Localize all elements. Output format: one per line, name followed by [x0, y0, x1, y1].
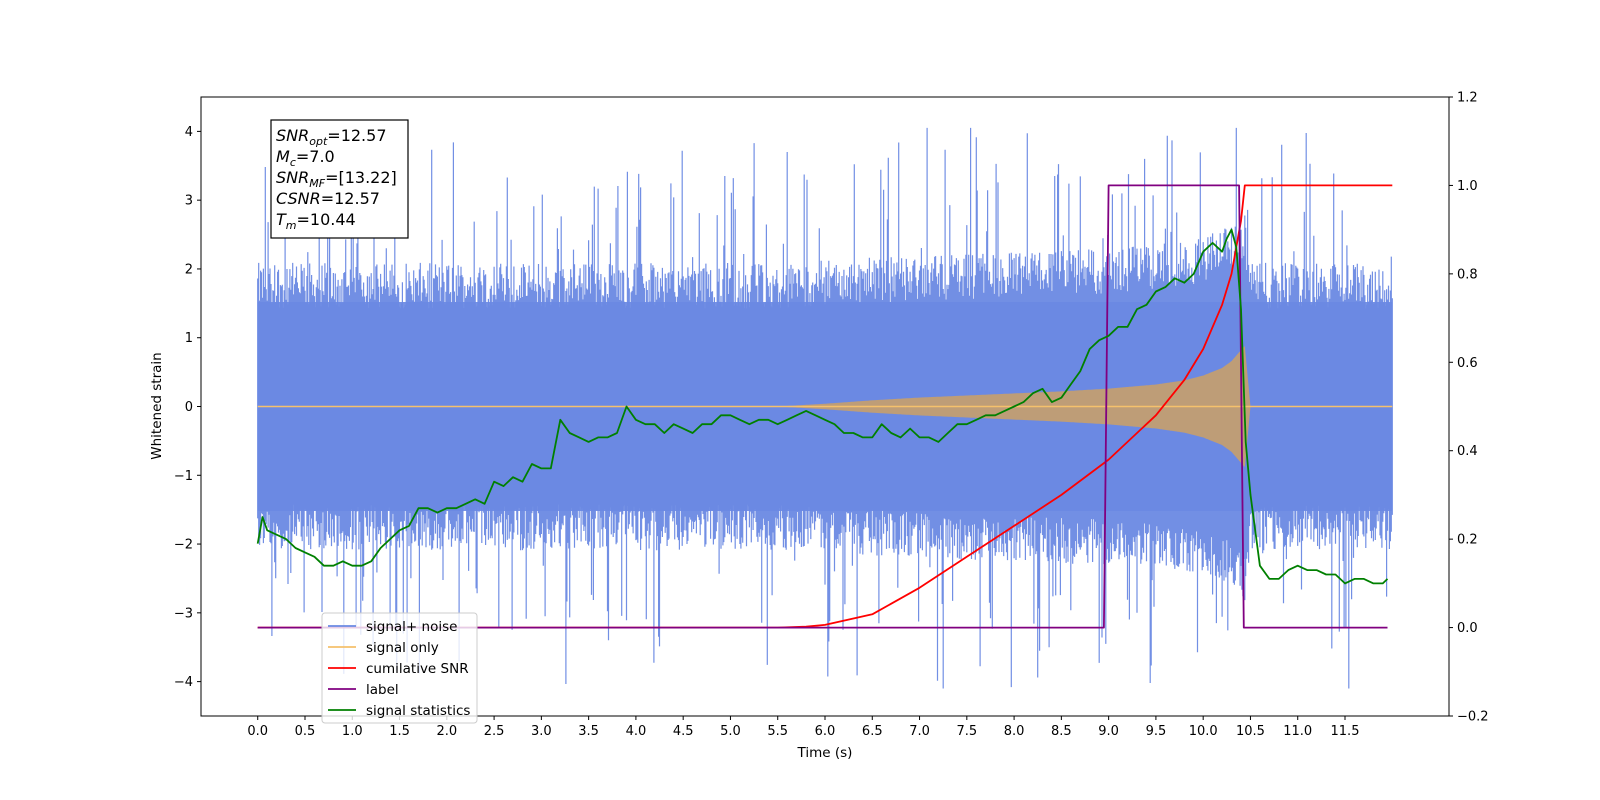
y-tick-label: 3	[185, 194, 193, 209]
x-tick-label: 11.0	[1283, 724, 1312, 739]
y-tick-label: 1	[185, 331, 193, 346]
y2-tick-label: −0.2	[1457, 710, 1489, 725]
x-tick-label: 3.0	[531, 724, 552, 739]
y-axis-label: Whitened strain	[149, 352, 165, 459]
x-tick-label: 2.5	[484, 724, 505, 739]
x-tick-label: 3.5	[578, 724, 599, 739]
y2-tick-label: 1.2	[1457, 91, 1478, 106]
y2-tick-label: 1.0	[1457, 179, 1478, 194]
annotation-line: SNRopt=12.57	[276, 126, 387, 148]
x-tick-label: 11.5	[1331, 724, 1360, 739]
x-tick-label: 1.5	[389, 724, 410, 739]
series-signal-statistics	[256, 228, 1389, 585]
series-cumilative-snr	[257, 184, 1393, 629]
x-tick-label: 7.0	[909, 724, 930, 739]
x-tick-label: 8.5	[1051, 724, 1072, 739]
legend-label: signal statistics	[366, 703, 470, 719]
annotation-line: Mc=7.0	[276, 147, 335, 169]
x-tick-label: 10.5	[1236, 724, 1265, 739]
plot-area	[256, 127, 1393, 689]
x-tick-label: 4.5	[673, 724, 694, 739]
legend: signal+ noise signal only cumilative SNR la…	[321, 612, 478, 724]
y-tick-label: 2	[185, 262, 193, 277]
y2-tick-label: 0.4	[1457, 444, 1478, 459]
x-tick-label: 1.0	[342, 724, 363, 739]
y2-tick-label: 0.2	[1457, 533, 1478, 548]
legend-frame	[321, 612, 478, 724]
annotation-line: CSNR=12.57	[276, 189, 380, 208]
y-tick-label: −3	[174, 606, 193, 621]
x-tick-label: 8.0	[1004, 724, 1025, 739]
x-tick-label: 4.0	[626, 724, 647, 739]
x-tick-label: 0.5	[295, 724, 316, 739]
annotation-frame	[270, 119, 409, 239]
legend-label: signal only	[366, 640, 439, 656]
x-tick-label: 2.0	[436, 724, 457, 739]
x-tick-label: 7.5	[956, 724, 977, 739]
annotation-line: SNRMF=[13.22]	[276, 168, 397, 190]
x-tick-label: 0.0	[247, 724, 268, 739]
y-axis-right: −0.2 0.0 0.2 0.4 0.6 0.8 1.0 1.2	[1449, 91, 1489, 725]
y-tick-label: −1	[174, 469, 193, 484]
x-tick-label: 9.0	[1098, 724, 1119, 739]
y-tick-label: 4	[185, 125, 193, 140]
y-tick-label: −2	[174, 538, 193, 553]
annotation-line: Tm=10.44	[276, 210, 356, 232]
x-tick-label: 10.0	[1189, 724, 1218, 739]
legend-label: cumilative SNR	[366, 661, 469, 677]
series-signal-only	[257, 346, 1393, 467]
y-tick-label: −4	[174, 675, 193, 690]
x-axis: 0.0 0.5 1.0 1.5 2.0 2.5 3.0 3.5 4.0 4.5 5.0 5.5 6.0 6…	[247, 716, 1359, 739]
x-tick-label: 6.5	[862, 724, 883, 739]
legend-label: signal+ noise	[366, 619, 457, 635]
annotation-box: SNRopt=12.57Mc=7.0SNRMF=[13.22]CSNR=12.5…	[270, 119, 409, 239]
series-label	[257, 184, 1388, 629]
x-tick-label: 6.0	[815, 724, 836, 739]
x-axis-label: Time (s)	[797, 745, 853, 761]
x-tick-label: 5.5	[767, 724, 788, 739]
x-tick-label: 9.5	[1146, 724, 1167, 739]
y2-tick-label: 0.8	[1457, 267, 1478, 282]
y-axis-left: −4 −3 −2 −1 0 1 2 3 4	[174, 125, 201, 690]
y2-tick-label: 0.0	[1457, 621, 1478, 636]
y2-tick-label: 0.6	[1457, 356, 1478, 371]
legend-label: label	[366, 682, 399, 698]
y-tick-label: 0	[185, 400, 193, 415]
x-tick-label: 5.0	[720, 724, 741, 739]
